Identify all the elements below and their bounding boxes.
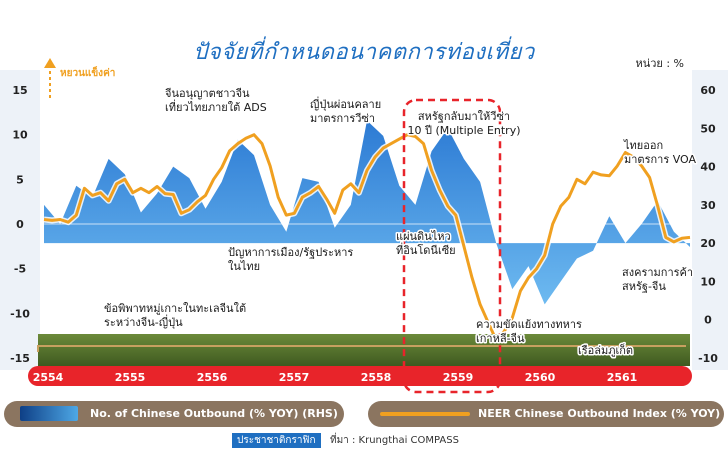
unit-label: หน่วย : % xyxy=(635,57,684,70)
left-tick-label: 15 xyxy=(12,84,27,97)
annotation-line: ญี่ปุ่นผ่อนคลาย xyxy=(310,96,381,111)
annotation-line: 10 ปี (Multiple Entry) xyxy=(407,124,520,137)
series-area-chinese-outbound xyxy=(44,120,690,305)
left-axis-band xyxy=(0,70,40,370)
year-bar xyxy=(28,366,692,386)
right-tick-label: 50 xyxy=(700,122,716,135)
highlight-2559-box xyxy=(402,98,502,394)
right-tick-label: 60 xyxy=(700,84,716,97)
annotation-line: สหรัฐ-จีน xyxy=(622,280,666,293)
legend-rhs-swatch xyxy=(20,406,78,421)
year-label: 2558 xyxy=(361,371,392,384)
annotation-line: เกาหลี-จีน xyxy=(476,332,525,345)
footer: ประชาชาติกราฟิก ที่มา : Krungthai COMPAS… xyxy=(0,433,728,449)
left-tick-label: 10 xyxy=(12,129,28,142)
wall-ridge xyxy=(37,345,686,352)
annotation-label: ปัญหาการเมือง/รัฐประหารในไทย xyxy=(228,246,353,273)
annotation-label: เรือล่มภูเก็ต xyxy=(578,343,633,357)
year-label: 2560 xyxy=(525,371,556,384)
left-tick-label: -5 xyxy=(14,263,26,276)
annotation-line: มาตรการ VOA xyxy=(624,153,697,166)
annotation-label: แผ่นดินไหวที่อินโดนีเซีย xyxy=(396,230,456,257)
year-label: 2555 xyxy=(115,371,146,384)
legend-rhs-label: No. of Chinese Outbound (% YOY) (RHS) xyxy=(90,407,338,420)
right-axis-band xyxy=(692,70,728,370)
brand-badge: ประชาชาติกราฟิก xyxy=(232,433,321,448)
left-tick-label: 0 xyxy=(16,218,24,231)
right-tick-label: 10 xyxy=(700,275,716,288)
legend-lhs-label: NEER Chinese Outbound Index (% YOY) xyxy=(478,407,721,420)
annotation-line: แผ่นดินไหว xyxy=(396,230,451,243)
annotation-line: ความขัดแย้งทางทหาร xyxy=(476,318,582,331)
right-tick-label: 20 xyxy=(700,237,716,250)
annotation-label: ญี่ปุ่นผ่อนคลายมาตรการวีซ่า xyxy=(310,96,381,125)
legend-lhs-swatch xyxy=(380,412,470,416)
series-line-neer xyxy=(43,133,691,342)
annotation-line: ระหว่างจีน-ญี่ปุ่น xyxy=(104,314,183,329)
annotation-label: จีนอนุญาตชาวจีนเที่ยวไทยภายใต้ ADS xyxy=(164,87,266,114)
wall-strip xyxy=(38,334,690,366)
legend-lhs: NEER Chinese Outbound Index (% YOY) xyxy=(368,401,724,427)
year-label: 2561 xyxy=(607,371,638,384)
year-label: 2556 xyxy=(197,371,228,384)
annotation-line: ในไทย xyxy=(228,260,260,273)
annotation-label: สหรัฐกลับมาให้วีซ่า 10 ปี (Multiple Entry… xyxy=(407,110,520,137)
chart-title: ปัจจัยที่กำหนดอนาคตการท่องเที่ยว xyxy=(193,40,535,65)
right-tick-label: 40 xyxy=(700,161,716,174)
left-tick-label: -15 xyxy=(10,352,30,365)
year-label: 2554 xyxy=(33,371,64,384)
right-tick-label: -10 xyxy=(698,352,718,365)
annotation-label: ข้อพิพาทหมู่เกาะในทะเลจีนใต้ระหว่างจีน-ญ… xyxy=(104,302,246,329)
year-label: 2559 xyxy=(443,371,474,384)
left-tick-label: 5 xyxy=(16,173,24,186)
annotation-line: ข้อพิพาทหมู่เกาะในทะเลจีนใต้ xyxy=(104,302,246,315)
annotation-line: เรือล่มภูเก็ต xyxy=(578,343,633,357)
annotation-label: สงครามการค้าสหรัฐ-จีน xyxy=(622,266,693,293)
source-note: ที่มา : Krungthai COMPASS xyxy=(330,435,459,446)
annotation-line: ไทยออก xyxy=(623,139,663,152)
right-tick-label: 0 xyxy=(704,314,712,327)
legend-rhs: No. of Chinese Outbound (% YOY) (RHS) xyxy=(4,401,344,427)
annotation-line: มาตรการวีซ่า xyxy=(310,112,375,125)
right-tick-label: 30 xyxy=(700,199,716,212)
annotation-label: ความขัดแย้งทางทหารเกาหลี-จีน xyxy=(476,318,582,345)
annotation-line: เที่ยวไทยภายใต้ ADS xyxy=(165,99,267,114)
arrow-head-icon xyxy=(44,58,56,68)
annotation-label: ไทยออกมาตรการ VOA xyxy=(623,139,697,166)
annotation-line: สงครามการค้า xyxy=(622,266,693,279)
annotation-line: ที่อินโดนีเซีย xyxy=(396,242,456,257)
annotation-line: จีนอนุญาตชาวจีน xyxy=(164,87,250,100)
year-label: 2557 xyxy=(279,371,310,384)
annotation-line: ปัญหาการเมือง/รัฐประหาร xyxy=(228,246,353,259)
left-axis-note: หยวนแข็งค่า xyxy=(60,65,115,79)
annotation-line: สหรัฐกลับมาให้วีซ่า xyxy=(418,110,510,123)
left-tick-label: -10 xyxy=(10,307,30,320)
